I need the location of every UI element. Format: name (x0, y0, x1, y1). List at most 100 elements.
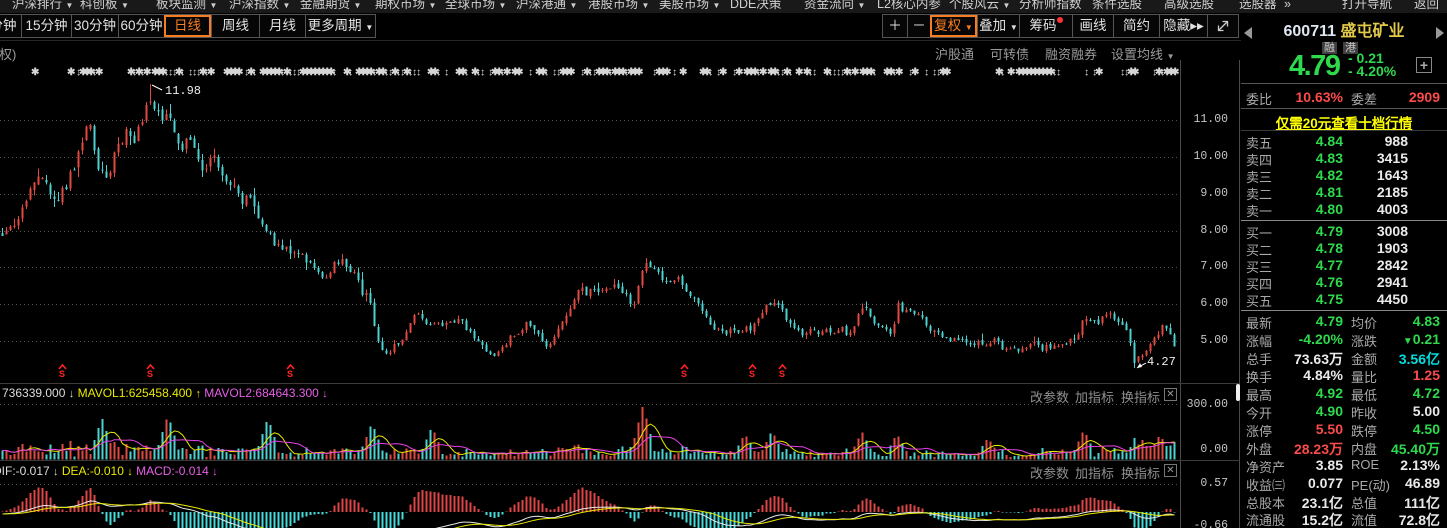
svg-text:↕: ↕ (296, 67, 301, 79)
svg-text:↕: ↕ (1152, 67, 1157, 79)
svg-text:✱: ✱ (771, 67, 780, 78)
svg-text:✱: ✱ (1167, 67, 1176, 78)
svg-text:✱: ✱ (319, 67, 328, 78)
svg-text:✱: ✱ (83, 67, 92, 78)
svg-text:↕: ↕ (444, 67, 449, 79)
svg-text:✱: ✱ (663, 67, 672, 78)
svg-text:✱: ✱ (851, 67, 860, 78)
svg-text:↕: ↕ (1084, 67, 1089, 79)
svg-text:✱: ✱ (867, 67, 876, 78)
svg-text:✱: ✱ (299, 67, 308, 78)
svg-text:✱: ✱ (471, 67, 480, 78)
svg-text:↕: ↕ (624, 67, 629, 79)
svg-text:✱: ✱ (31, 67, 40, 78)
svg-text:✱: ✱ (495, 67, 504, 78)
svg-text:↕: ↕ (480, 67, 485, 79)
svg-text:S: S (59, 370, 65, 378)
svg-text:↕: ↕ (708, 67, 713, 79)
svg-text:S: S (147, 370, 153, 378)
svg-text:↕: ↕ (408, 67, 413, 79)
svg-text:↕: ↕ (780, 67, 785, 79)
svg-text:✱: ✱ (323, 67, 332, 78)
svg-text:✱: ✱ (231, 67, 240, 78)
svg-text:✱: ✱ (1043, 67, 1052, 78)
svg-text:↕: ↕ (412, 67, 417, 79)
svg-text:↕: ↕ (556, 67, 561, 79)
svg-text:✱: ✱ (1131, 67, 1140, 78)
svg-text:✱: ✱ (79, 67, 88, 78)
svg-text:✱: ✱ (307, 67, 316, 78)
svg-text:✱: ✱ (659, 67, 668, 78)
svg-text:↕: ↕ (892, 67, 897, 79)
svg-text:✱: ✱ (391, 67, 400, 78)
svg-text:✱: ✱ (1171, 67, 1180, 78)
svg-text:↕: ↕ (400, 67, 405, 79)
svg-text:↕: ↕ (204, 67, 209, 79)
svg-text:✱: ✱ (343, 67, 352, 78)
svg-text:✱: ✱ (95, 67, 104, 78)
svg-text:✱: ✱ (939, 67, 948, 78)
svg-text:✱: ✱ (1039, 67, 1048, 78)
svg-text:✱: ✱ (315, 67, 324, 78)
svg-text:✱: ✱ (427, 67, 436, 78)
svg-text:↕: ↕ (1124, 67, 1129, 79)
svg-text:✱: ✱ (1095, 67, 1104, 78)
svg-text:✱: ✱ (175, 67, 184, 78)
svg-text:↕: ↕ (244, 67, 249, 79)
svg-text:↕: ↕ (1000, 67, 1005, 79)
svg-text:✱: ✱ (367, 67, 376, 78)
svg-text:↕: ↕ (292, 67, 297, 79)
svg-text:✱: ✱ (491, 67, 500, 78)
svg-text:↕: ↕ (908, 67, 913, 79)
svg-text:↕: ↕ (552, 67, 557, 79)
svg-text:✱: ✱ (515, 67, 524, 78)
svg-text:↕: ↕ (832, 67, 837, 79)
svg-text:✱: ✱ (403, 67, 412, 78)
svg-text:✱: ✱ (235, 67, 244, 78)
svg-text:✱: ✱ (1031, 67, 1040, 78)
svg-text:✱: ✱ (719, 67, 728, 78)
svg-text:↕: ↕ (76, 67, 81, 79)
svg-text:✱: ✱ (1027, 67, 1036, 78)
svg-text:✱: ✱ (795, 67, 804, 78)
svg-text:✱: ✱ (759, 67, 768, 78)
svg-text:✱: ✱ (863, 67, 872, 78)
svg-text:✱: ✱ (1163, 67, 1172, 78)
svg-text:✱: ✱ (87, 67, 96, 78)
svg-text:✱: ✱ (511, 67, 520, 78)
svg-text:✱: ✱ (751, 67, 760, 78)
svg-text:↕: ↕ (776, 67, 781, 79)
svg-text:✱: ✱ (631, 67, 640, 78)
svg-text:↕: ↕ (500, 67, 505, 79)
svg-text:✱: ✱ (603, 67, 612, 78)
svg-text:↕: ↕ (384, 67, 389, 79)
svg-text:✱: ✱ (859, 67, 868, 78)
svg-text:↕: ↕ (168, 67, 173, 79)
svg-text:✱: ✱ (599, 67, 608, 78)
svg-text:✱: ✱ (615, 67, 624, 78)
svg-text:↕: ↕ (580, 67, 585, 79)
svg-text:✱: ✱ (887, 67, 896, 78)
svg-text:✱: ✱ (67, 67, 76, 78)
svg-text:↕: ↕ (588, 67, 593, 79)
svg-text:✱: ✱ (459, 67, 468, 78)
svg-text:✱: ✱ (703, 67, 712, 78)
svg-text:✱: ✱ (159, 67, 168, 78)
svg-text:S: S (681, 370, 687, 378)
svg-text:✱: ✱ (247, 67, 256, 78)
svg-text:✱: ✱ (359, 67, 368, 78)
svg-text:↕: ↕ (1056, 67, 1061, 79)
svg-text:↕: ↕ (828, 67, 833, 79)
svg-text:✱: ✱ (227, 67, 236, 78)
svg-text:↕: ↕ (1120, 67, 1125, 79)
svg-text:✱: ✱ (267, 67, 276, 78)
svg-text:↕: ↕ (756, 67, 761, 79)
svg-text:✱: ✱ (747, 67, 756, 78)
svg-text:✱: ✱ (1023, 67, 1032, 78)
svg-text:↕: ↕ (732, 67, 737, 79)
svg-text:✱: ✱ (1015, 67, 1024, 78)
svg-text:↕: ↕ (348, 67, 353, 79)
svg-text:✱: ✱ (379, 67, 388, 78)
svg-text:✱: ✱ (539, 67, 548, 78)
svg-text:✱: ✱ (743, 67, 752, 78)
